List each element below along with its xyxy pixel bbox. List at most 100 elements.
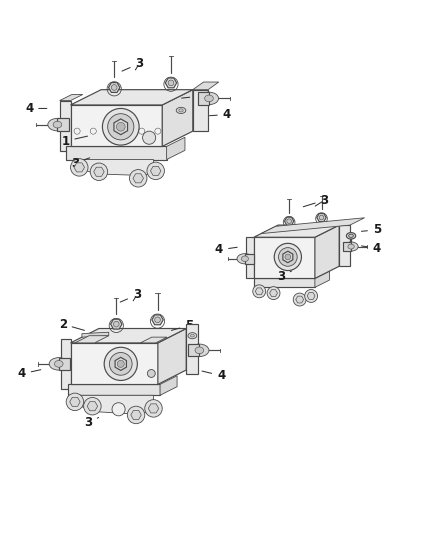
Text: 3: 3 [277,270,292,284]
Ellipse shape [344,242,358,251]
Text: 5: 5 [182,90,204,103]
Polygon shape [148,404,159,413]
Text: 3: 3 [122,57,144,71]
Polygon shape [283,251,293,263]
Circle shape [143,131,155,144]
Polygon shape [94,167,104,176]
Text: 4: 4 [25,102,47,115]
Text: 5: 5 [171,319,194,332]
Polygon shape [160,376,177,395]
Circle shape [127,406,145,424]
Polygon shape [87,402,98,411]
Circle shape [155,317,160,322]
Text: 3: 3 [84,416,99,429]
Polygon shape [74,163,85,172]
Circle shape [274,244,301,271]
Polygon shape [245,254,254,264]
Polygon shape [255,288,263,295]
Circle shape [117,123,125,131]
Polygon shape [66,147,166,159]
Ellipse shape [190,344,209,357]
Circle shape [279,248,297,266]
Circle shape [285,254,291,260]
Circle shape [117,360,124,367]
Text: 4: 4 [18,367,41,381]
Polygon shape [75,336,109,343]
Polygon shape [59,358,70,370]
Circle shape [102,108,139,145]
Ellipse shape [195,347,204,354]
Ellipse shape [48,118,67,131]
Text: 3: 3 [71,157,90,169]
Circle shape [267,287,280,300]
Polygon shape [73,395,153,414]
Polygon shape [285,217,294,225]
Polygon shape [296,296,304,303]
Circle shape [319,215,324,220]
Polygon shape [152,315,163,325]
Circle shape [130,169,147,187]
Text: 4: 4 [361,241,381,255]
Polygon shape [186,324,198,374]
Polygon shape [198,92,209,104]
Polygon shape [71,343,158,384]
Ellipse shape [191,334,194,337]
Polygon shape [60,101,71,151]
Polygon shape [261,218,364,233]
Ellipse shape [346,232,356,239]
Ellipse shape [199,92,219,104]
Ellipse shape [49,358,68,370]
Polygon shape [109,83,120,92]
Text: 1: 1 [61,135,88,148]
Polygon shape [71,328,186,343]
Polygon shape [75,159,153,175]
Text: 3: 3 [303,193,329,207]
Polygon shape [114,119,127,135]
Ellipse shape [349,234,353,237]
Circle shape [111,85,117,90]
Ellipse shape [348,244,354,249]
Polygon shape [150,166,161,175]
Polygon shape [193,90,208,131]
Circle shape [108,114,134,140]
Ellipse shape [237,254,253,264]
Polygon shape [70,397,80,406]
Polygon shape [141,337,167,343]
Text: 4: 4 [202,369,225,382]
Ellipse shape [205,95,213,102]
Text: 3: 3 [120,288,141,302]
Circle shape [305,289,318,302]
Polygon shape [165,78,177,88]
Polygon shape [131,410,141,419]
Polygon shape [246,237,254,278]
Ellipse shape [241,256,248,262]
Polygon shape [82,332,109,337]
Polygon shape [57,118,69,131]
Polygon shape [166,138,185,159]
Text: 4: 4 [209,108,231,121]
Ellipse shape [179,109,183,112]
Ellipse shape [53,121,62,128]
Polygon shape [68,384,160,395]
Polygon shape [343,242,351,251]
Circle shape [168,80,174,86]
Circle shape [148,369,155,377]
Polygon shape [61,338,71,389]
Polygon shape [193,82,219,90]
Polygon shape [188,344,199,357]
Circle shape [113,321,119,327]
Polygon shape [254,237,315,278]
Ellipse shape [188,333,197,339]
Polygon shape [71,90,193,105]
Polygon shape [60,94,83,101]
Polygon shape [254,278,315,287]
Polygon shape [133,174,144,183]
Polygon shape [315,271,329,287]
Polygon shape [162,90,193,147]
Ellipse shape [176,107,186,114]
Circle shape [110,352,132,375]
Ellipse shape [54,360,63,367]
Text: 4: 4 [215,244,237,256]
Circle shape [287,219,291,223]
Polygon shape [339,225,350,266]
